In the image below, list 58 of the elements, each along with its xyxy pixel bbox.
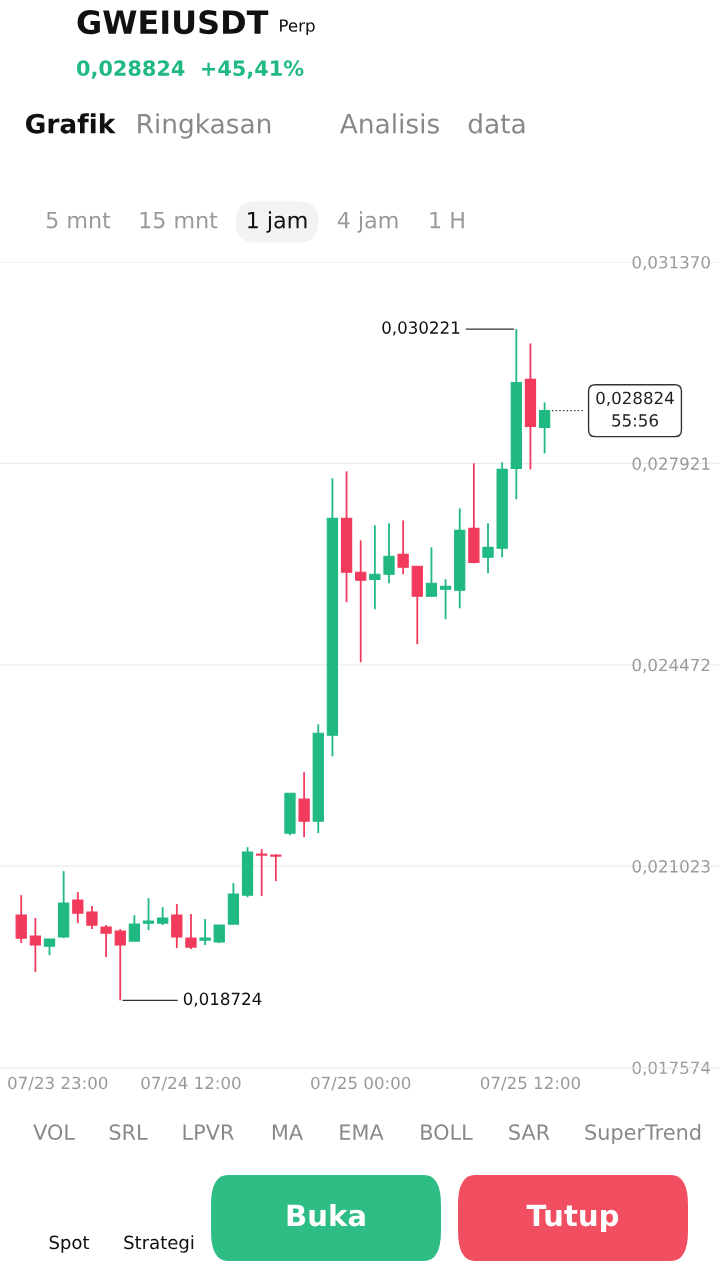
candlestick [29, 917, 42, 973]
annotation: 0,030221 [382, 321, 460, 336]
text: data [468, 113, 525, 134]
text: Perp [280, 19, 315, 36]
text: Tutup [526, 1204, 619, 1233]
candlestick [397, 519, 409, 576]
text: MA [272, 1124, 303, 1140]
candlestick [369, 524, 381, 611]
x-tick-label: 07/25 12:00 [480, 1076, 581, 1091]
text: Analisis [339, 113, 439, 134]
candlestick [142, 897, 155, 932]
text: Buka [287, 1203, 365, 1227]
x-tick-label: 07/25 00:00 [311, 1076, 411, 1091]
candlestick [355, 539, 367, 664]
candlestick [15, 894, 27, 944]
candlestick [128, 914, 141, 942]
candlestick [482, 522, 494, 575]
text: Ringkasan [138, 113, 271, 139]
chart-title: GWEIUSDT [77, 10, 269, 35]
x-tick-label: 07/23 23:00 [8, 1076, 108, 1091]
text: Spot [49, 1235, 90, 1253]
y-tick-label: 0,017574 [632, 1061, 711, 1076]
x-tick-label: 07/24 12:00 [141, 1076, 241, 1091]
text: SuperTrend [585, 1123, 701, 1145]
candlestick [425, 546, 438, 598]
text: 15 mnt [140, 211, 218, 229]
candlestick [100, 924, 112, 958]
candlestick [171, 903, 183, 949]
candlestick [72, 891, 84, 924]
text: SAR [509, 1124, 550, 1141]
candlestick [185, 913, 197, 950]
candlestick [439, 578, 452, 621]
text: 1 H [430, 211, 464, 229]
text: 1 jam [248, 211, 307, 233]
y-tick-label: 0,031370 [632, 255, 710, 271]
y-tick-label: 0,021023 [632, 860, 710, 875]
text: Grafik [26, 113, 116, 134]
candlestick [256, 848, 268, 898]
candlestick [86, 905, 98, 931]
candlestick [298, 771, 310, 839]
y-tick-label: 0,024472 [632, 658, 710, 674]
candlestick [114, 928, 126, 1002]
chart-subtitle: 0,028824 +45,41% [77, 60, 304, 79]
candlestick [270, 853, 282, 883]
ref-line-label: 0,028824 55:56 [596, 391, 674, 427]
text: SRL [109, 1124, 148, 1141]
annotation: 0,018724 [183, 992, 262, 1007]
text: 5 mnt [46, 211, 111, 229]
y-tick-label: 0,027921 [632, 457, 710, 472]
text: LPVR [183, 1124, 234, 1140]
text: 4 jam [337, 211, 398, 233]
text: BOLL [421, 1124, 473, 1141]
text: Strategi [124, 1235, 194, 1253]
candlestick [538, 401, 551, 455]
candlestick [383, 522, 395, 585]
text: EMA [340, 1124, 384, 1140]
text: VOL [33, 1124, 75, 1141]
candlestick [199, 918, 211, 946]
